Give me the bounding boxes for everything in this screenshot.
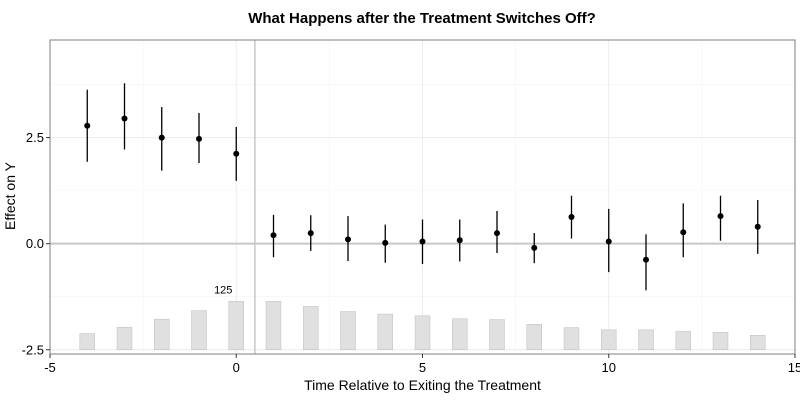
point-estimate <box>382 239 389 246</box>
observation-bar <box>302 306 319 351</box>
point-estimate <box>754 223 761 230</box>
y-axis-label: Effect on Y <box>2 162 18 230</box>
observation-bar <box>191 310 207 351</box>
observation-bar <box>563 327 580 351</box>
x-tick-label: 5 <box>419 360 426 375</box>
x-tick-label: 10 <box>602 360 616 375</box>
observation-bar <box>377 313 393 351</box>
observation-bar <box>79 333 96 351</box>
point-estimate <box>84 122 91 129</box>
observation-bar <box>675 331 691 351</box>
point-estimate <box>605 238 612 245</box>
observation-bar <box>116 326 133 351</box>
observation-bar <box>638 329 654 351</box>
observation-bar <box>414 315 431 351</box>
y-tick-label: 0.0 <box>26 236 44 251</box>
point-estimate <box>270 232 277 239</box>
observation-bar <box>265 301 282 351</box>
y-tick-label: 2.5 <box>26 130 44 145</box>
x-tick-label: -5 <box>44 360 56 375</box>
observation-bar <box>749 335 766 351</box>
y-tick-label: -2.5 <box>22 342 44 357</box>
observation-bar <box>526 323 542 351</box>
observation-bar <box>154 318 170 351</box>
point-estimate <box>158 134 165 141</box>
x-axis-label: Time Relative to Exiting the Treatment <box>304 377 541 393</box>
point-estimate <box>680 229 687 236</box>
x-tick-label: 15 <box>788 360 800 375</box>
point-estimate <box>643 256 649 263</box>
observation-bar <box>340 311 356 351</box>
point-estimate <box>456 237 463 244</box>
point-estimate <box>568 213 575 220</box>
point-estimate <box>233 150 240 157</box>
point-estimate <box>196 135 202 142</box>
observation-bar <box>489 319 505 351</box>
bar-count-label: 125 <box>214 284 232 296</box>
chart-title: What Happens after the Treatment Switche… <box>248 10 596 27</box>
x-tick-label: 0 <box>233 360 240 375</box>
observation-bar <box>451 318 468 351</box>
point-estimate <box>121 115 128 122</box>
point-estimate <box>419 238 426 245</box>
point-estimate <box>717 213 724 220</box>
observation-bar <box>712 332 729 351</box>
observation-bar <box>228 301 245 351</box>
point-estimate <box>494 230 500 237</box>
point-estimate <box>345 236 351 243</box>
observation-bar <box>600 329 617 351</box>
point-estimate <box>531 244 538 251</box>
point-estimate <box>307 230 314 237</box>
